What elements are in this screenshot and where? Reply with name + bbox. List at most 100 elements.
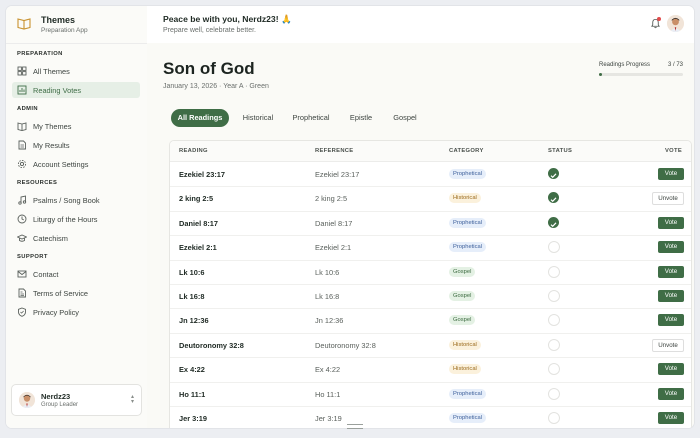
table-header: READING REFERENCE CATEGORY STATUS VOTE [170, 141, 691, 162]
user-switcher[interactable]: Nerdz23 Group Leader ▴ ▾ [11, 384, 142, 416]
user-avatar-icon [19, 392, 35, 408]
sidebar-item-account-settings[interactable]: Account Settings [12, 156, 140, 172]
reference-cell: Lk 10:6 [315, 267, 340, 277]
empty-circle-icon [548, 241, 560, 254]
section-label-resources: RESOURCES [17, 180, 58, 186]
reference-cell: Ho 11:1 [315, 389, 341, 399]
sidebar-item-my-themes[interactable]: My Themes [12, 118, 140, 134]
sidebar-item-catechism[interactable]: Catechism [12, 230, 140, 246]
vote-button[interactable]: Vote [658, 241, 684, 254]
page-meta: January 13, 2026 · Year A · Green [163, 83, 269, 90]
reference-cell: Jn 12:36 [315, 316, 344, 326]
table-row: Ho 11:1 Ho 11:1 Prophetical Vote [170, 382, 691, 407]
reference-cell: Ezekiel 2:1 [315, 243, 352, 253]
reading-cell: Daniel 8:17 [179, 218, 219, 228]
category-badge: Historical [449, 364, 481, 375]
reference-cell: Ezekiel 23:17 [315, 170, 360, 179]
tab-historical[interactable]: Historical [242, 113, 274, 122]
vote-button[interactable]: Vote [658, 168, 684, 180]
sidebar-item-label: My Results [33, 140, 70, 150]
reading-cell: Jn 12:36 [179, 316, 209, 326]
table-row: Lk 16:8 Lk 16:8 Gospel Vote [170, 284, 691, 310]
vote-button[interactable]: Vote [658, 314, 684, 327]
col-category: CATEGORY [449, 148, 484, 154]
resize-handle[interactable] [347, 424, 363, 429]
reading-cell: Ezekiel 2:1 [179, 243, 217, 253]
sidebar-item-psalms-song-book[interactable]: Psalms / Song Book [12, 192, 140, 208]
notification-dot [657, 17, 661, 21]
check-circle-icon [548, 168, 559, 179]
table-row: Deutoronomy 32:8 Deutoronomy 32:8 Historic… [170, 333, 691, 359]
user-avatar-icon [667, 15, 684, 32]
table-row: Jn 12:36 Jn 12:36 Gospel Vote [170, 308, 691, 334]
reading-cell: Ho 11:1 [179, 389, 206, 399]
document-icon [18, 288, 26, 298]
sidebar: Themes Preparation App PREPARATION All Th… [6, 6, 148, 428]
table-row: Ex 4:22 Ex 4:22 Historical Vote [170, 357, 691, 383]
category-badge: Gospel [449, 266, 476, 277]
brand: Themes Preparation App [6, 6, 147, 44]
reference-cell: 2 king 2:5 [315, 194, 348, 204]
category-badge: Historical [449, 193, 481, 204]
sidebar-item-label: Catechism [33, 233, 68, 243]
sidebar-item-my-results[interactable]: My Results [12, 137, 140, 153]
col-reference: REFERENCE [315, 148, 354, 154]
table-row: Ezekiel 23:17 Ezekiel 23:17 Prophetical Vot… [170, 162, 691, 188]
reading-cell: Ezekiel 23:17 [179, 170, 226, 179]
app-window: Themes Preparation App PREPARATION All Th… [6, 6, 694, 428]
sidebar-item-terms-of-service[interactable]: Terms of Service [12, 285, 140, 301]
avatar [19, 392, 35, 408]
sidebar-item-label: Contact [33, 269, 59, 279]
vote-button[interactable]: Vote [658, 387, 684, 400]
readings-table: READING REFERENCE CATEGORY STATUS VOTE E… [169, 140, 692, 428]
tab-all-readings[interactable]: All Readings [171, 109, 229, 127]
sidebar-item-label: Reading Votes [33, 85, 82, 95]
sidebar-item-privacy-policy[interactable]: Privacy Policy [12, 304, 140, 320]
reference-cell: Ex 4:22 [315, 365, 341, 375]
category-badge: Prophetical [449, 388, 487, 399]
sidebar-item-liturgy-of-the-hours[interactable]: Liturgy of the Hours [12, 211, 140, 227]
reading-cell: Lk 16:8 [179, 292, 205, 301]
tab-epistle[interactable]: Epistle [349, 113, 373, 122]
category-badge: Prophetical [449, 413, 487, 423]
reading-cell: Ex 4:22 [179, 365, 205, 375]
vote-button[interactable]: Vote [658, 290, 684, 302]
reference-cell: Deutoronomy 32:8 [315, 340, 376, 350]
reference-cell: Daniel 8:17 [315, 218, 353, 228]
greeting: Peace be with you, Nerdz23! 🙏 [163, 14, 292, 24]
table-row: Daniel 8:17 Daniel 8:17 Prophetical Vote [170, 211, 691, 237]
shield-icon [18, 307, 26, 317]
sidebar-item-all-themes[interactable]: All Themes [12, 63, 140, 79]
bar-chart-icon [17, 85, 27, 95]
check-circle-icon [548, 192, 559, 204]
vote-button[interactable]: Vote [658, 412, 684, 424]
col-reading: READING [179, 148, 208, 154]
category-badge: Historical [449, 339, 481, 350]
tab-gospel[interactable]: Gospel [393, 113, 417, 122]
section-label-support: SUPPORT [17, 254, 48, 260]
tab-prophetical[interactable]: Prophetical [292, 113, 330, 122]
vote-button[interactable]: Vote [658, 363, 684, 376]
gear-icon [17, 159, 27, 169]
empty-circle-icon [548, 338, 560, 351]
unvote-button[interactable]: Unvote [652, 338, 684, 352]
empty-circle-icon [548, 412, 560, 424]
empty-circle-icon [548, 314, 560, 327]
open-book-icon [17, 18, 31, 30]
vote-button[interactable]: Vote [658, 216, 684, 229]
grid-icon [17, 66, 27, 76]
page-title: Son of God [163, 59, 255, 78]
music-note-icon [18, 195, 27, 205]
main-content: Son of God January 13, 2026 · Year A · G… [147, 43, 694, 428]
clock-icon [17, 214, 27, 224]
book-icon [17, 122, 27, 131]
sidebar-item-contact[interactable]: Contact [12, 266, 140, 282]
brand-subtitle: Preparation App [41, 27, 88, 34]
progress-bar [599, 73, 683, 76]
vote-button[interactable]: Vote [658, 265, 684, 278]
unvote-button[interactable]: Unvote [652, 192, 684, 206]
header-avatar[interactable] [667, 15, 684, 32]
progress-fill [599, 73, 603, 76]
brand-title: Themes [41, 15, 76, 25]
sidebar-item-reading-votes[interactable]: Reading Votes [12, 82, 140, 98]
